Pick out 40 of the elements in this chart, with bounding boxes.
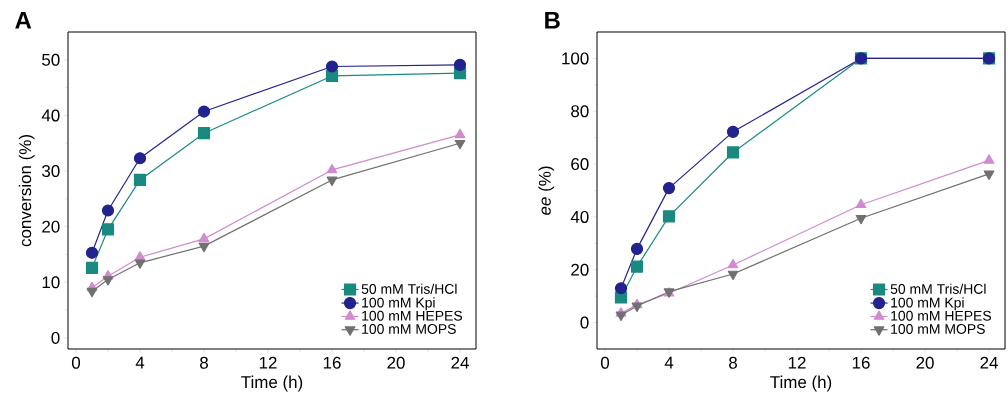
legend-label: 100 mM HEPES [891, 310, 992, 321]
y-tick-label: 20 [42, 220, 60, 233]
y-tick-label: 20 [571, 263, 589, 276]
y-tick-label: 10 [42, 276, 60, 289]
legend-label: 100 mM Kpi [891, 297, 964, 311]
legend-label: 50 mM Tris/HCl [890, 283, 986, 294]
legend-label: 100 mM HEPES [362, 310, 463, 321]
x-tick-label: 0 [600, 356, 610, 369]
x-tick-label: 24 [451, 356, 469, 369]
legend-label: 100 mM MOPS [362, 324, 456, 334]
x-tick-label: 20 [916, 356, 934, 369]
y-tick-label: 50 [42, 53, 60, 66]
x-tick-label: 12 [788, 356, 806, 369]
legend-label: 100 mM MOPS [891, 324, 985, 334]
y-axis-title: conversion (%) [18, 135, 35, 247]
legend-label: 50 mM Tris/HCl [361, 283, 457, 294]
y-tick-label: 40 [41, 109, 60, 122]
text: B [545, 12, 560, 29]
y-tick-label: 60 [571, 158, 589, 171]
x-tick-label: 24 [980, 356, 998, 369]
y-tick-label: 80 [571, 105, 589, 118]
y-tick-label: 100 [562, 52, 589, 65]
x-tick-label: 4 [135, 356, 145, 369]
text: A [15, 12, 32, 29]
y-tick-label: 0 [580, 316, 589, 329]
x-tick-label: 16 [323, 356, 341, 369]
y-tick-label: 40 [570, 210, 589, 223]
x-axis-title: Time (h) [241, 375, 303, 392]
x-tick-label: 8 [729, 356, 737, 369]
y-tick-label: 30 [42, 165, 60, 178]
x-tick-label: 8 [200, 356, 208, 369]
x-tick-label: 16 [852, 356, 870, 369]
x-tick-label: 4 [664, 356, 674, 369]
y-axis-title: ee (%) [538, 166, 555, 215]
x-tick-label: 20 [387, 356, 405, 369]
legend-label: 100 mM Kpi [362, 297, 435, 311]
x-tick-label: 12 [259, 356, 277, 369]
x-tick-label: 0 [71, 356, 81, 369]
x-axis-title: Time (h) [770, 375, 832, 392]
y-tick-label: 0 [51, 331, 60, 344]
